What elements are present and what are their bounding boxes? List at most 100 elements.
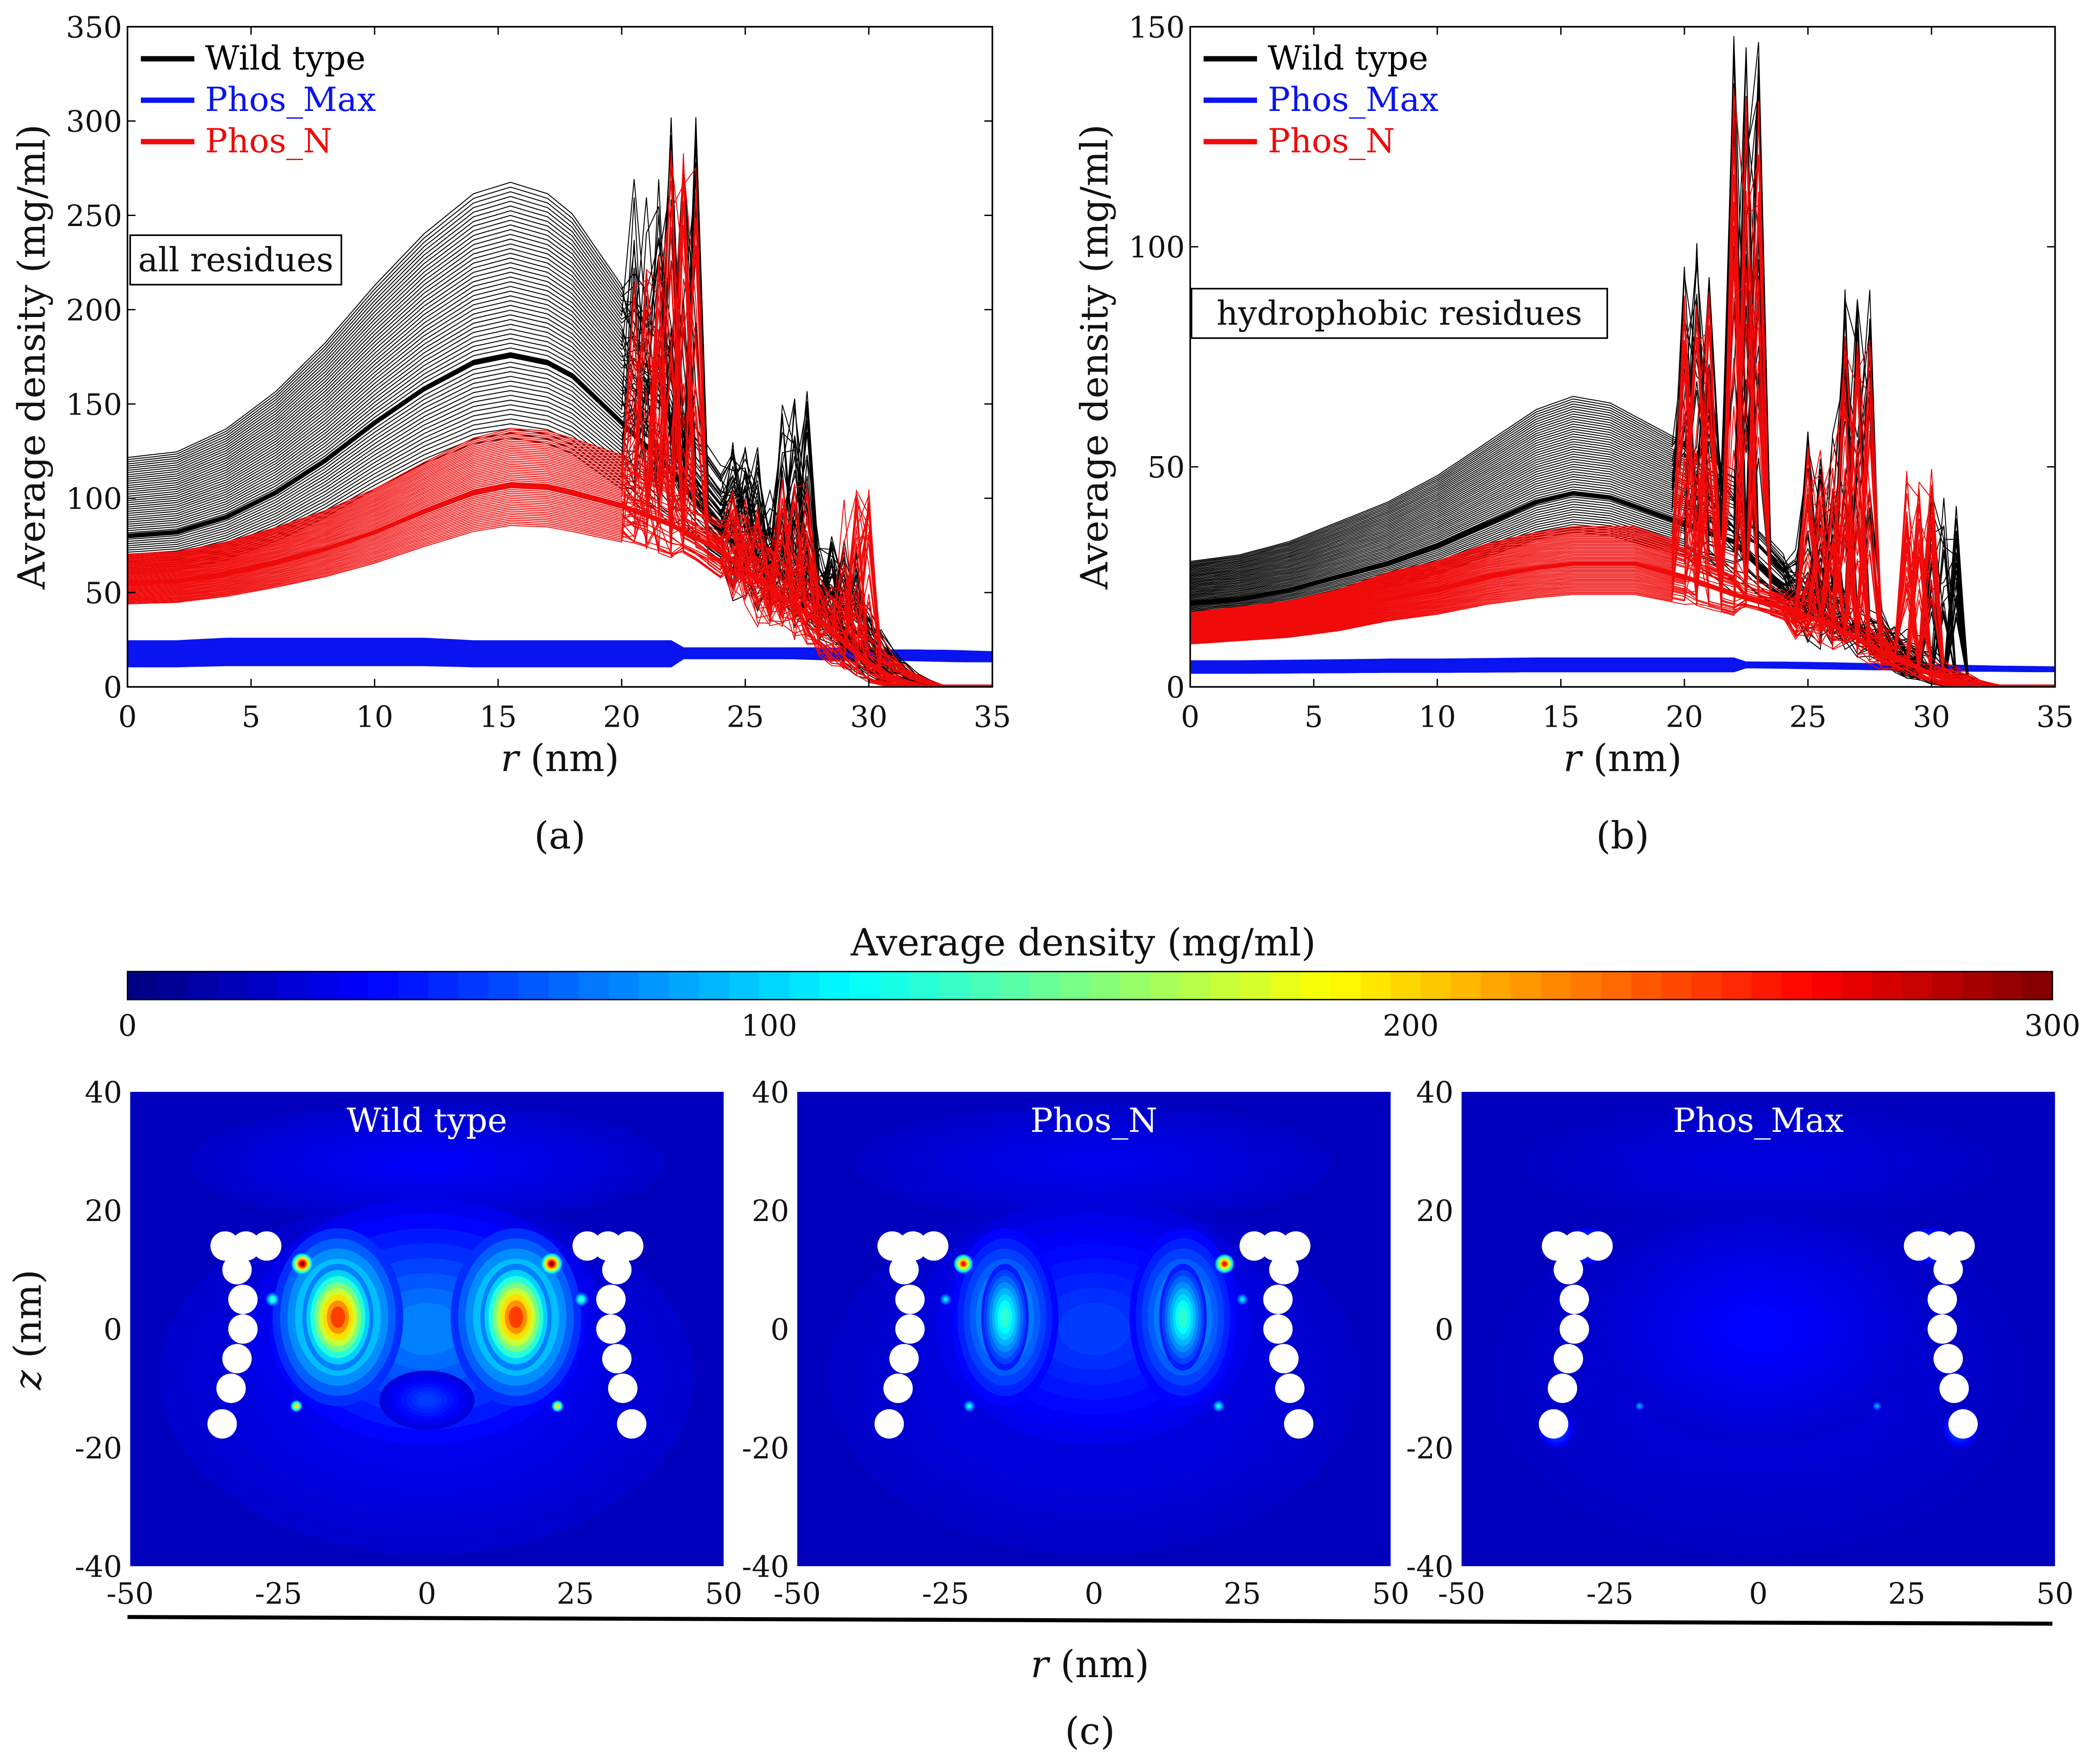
colorbar-cell [939,971,971,1000]
wild_type-trace [1190,257,2055,687]
x-tick-label: 5 [242,700,260,734]
y-tick-label: 40 [85,1075,122,1110]
colorbar-cell [277,971,309,1000]
ring-bead [1548,1373,1578,1403]
wild_type-trace [127,181,993,687]
ring-bead [231,1231,261,1261]
y-tick-label: 0 [103,671,122,705]
wild_type-trace [1190,246,2055,687]
y-tick-label: 40 [752,1075,789,1110]
y-tick-label: 0 [771,1313,789,1347]
density-contour [1217,1405,1220,1407]
legend-entry: Phos_Max [205,80,376,119]
x-tick-label: -50 [1438,1577,1485,1611]
phos_n-mean-line [127,482,993,687]
colorbar-cell [1029,971,1061,1000]
colorbar-cell [849,971,880,1000]
ring-bead [1553,1255,1583,1285]
density-contour [271,1298,274,1301]
colorbar-cell [609,971,640,1000]
ring-bead [883,1373,913,1403]
phos_n-trace [1190,290,2055,687]
ring-bead [216,1373,246,1403]
phos_n-trace [1190,160,2055,687]
x-tick-label: 30 [1913,700,1950,734]
colorbar-tick-label: 300 [2024,1009,2080,1043]
y-tick-label: 350 [66,10,122,45]
ring-bead [602,1255,632,1285]
colorbar-cell [999,971,1031,1000]
colorbar-cell [1240,971,1271,1000]
phos_n-trace [127,453,993,687]
density-contour [968,1405,971,1407]
colorbar-cell [307,971,339,1000]
y-tick-label: 150 [1129,10,1185,45]
colorbar-cell [699,971,730,1000]
colorbar-cell [1571,971,1602,1000]
colorbar-cell [879,971,910,1000]
colorbar-cell [1331,971,1361,1000]
y-tick-label: 20 [752,1194,789,1228]
x-tick-label: 25 [1789,700,1826,734]
colorbar-cell [1872,971,1903,1000]
legend-entry: Wild type [1268,39,1428,78]
ring-bead [608,1373,638,1403]
phos_n-trace [1190,139,2055,687]
legend-entry: Phos_N [1268,122,1395,161]
phos_n-trace [127,331,993,687]
density-contour [417,1394,437,1406]
y-axis-label-var: z [6,1370,50,1390]
ring-bead [1275,1373,1305,1403]
ring-bead [228,1284,258,1314]
ring-bead [1263,1284,1293,1314]
x-tick-label: 0 [1181,700,1200,734]
y-tick-label: -40 [1406,1550,1453,1584]
ring-bead [1927,1284,1957,1314]
x-axis-label-var: r [1563,737,1583,780]
ring-bead [207,1409,237,1439]
colorbar-cell [1511,971,1542,1000]
x-tick-label: 0 [1749,1577,1768,1611]
colorbar-cell [1481,971,1512,1000]
ring-bead [1553,1344,1583,1373]
density-contour [1178,1306,1188,1328]
x-tick-label: 25 [726,700,764,734]
ring-bead [1269,1344,1299,1373]
panel-label: (a) [534,814,585,858]
wild_type-trace [127,199,993,687]
y-tick-label: -20 [742,1432,789,1466]
colorbar-cell [1180,971,1211,1000]
phos_n-mean-line [1190,561,2055,687]
y-axis-label: Average density (mg/ml) [10,124,54,590]
phos_n-trace [127,221,993,687]
phos_n-trace [127,433,993,687]
density-contour [1222,1261,1227,1266]
phos_n-trace [127,339,993,687]
colorbar-cell [518,971,549,1000]
wild_type-trace [1190,473,2055,687]
x-tick-label: 20 [603,700,640,734]
density-contour [1058,1303,1130,1355]
phos_n-trace [127,313,993,687]
density-contour [961,1261,966,1266]
colorbar-cell [1902,971,1933,1000]
y-tick-label: 100 [1129,231,1185,265]
phos_n-trace [1190,201,2055,687]
colorbar-cell [157,971,188,1000]
x-tick-label: 25 [557,1577,594,1611]
colorbar-cell [639,971,670,1000]
ring-bead [1559,1284,1589,1314]
colorbar-cell [368,971,399,1000]
colorbar-cell [398,971,429,1000]
wild_type-trace [127,141,993,687]
plot-area [127,117,993,687]
y-axis-label-unit: (nm) [6,1270,50,1370]
colorbar-cell [1751,971,1783,1000]
colorbar-cell [1150,971,1181,1000]
y-tick-label: 20 [85,1194,122,1228]
colorbar-cell [488,971,519,1000]
wild_type-trace [1190,306,2055,687]
wild_type-trace [1190,96,2055,687]
density-contour [1000,1306,1010,1328]
colorbar-cell [1781,971,1813,1000]
